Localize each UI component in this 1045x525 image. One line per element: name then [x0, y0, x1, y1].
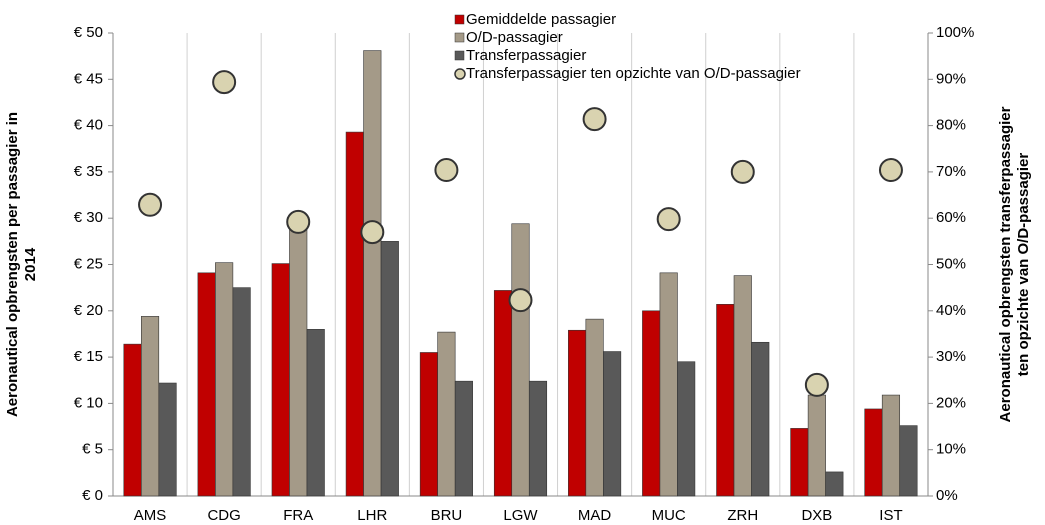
bar — [603, 351, 622, 497]
bar — [677, 361, 696, 497]
y2-tick-label: 60% — [936, 209, 966, 226]
point — [286, 209, 311, 234]
bar — [454, 380, 473, 497]
y-tick-label: € 40 — [74, 117, 103, 134]
y2-axis-title: Aeronautical opbrengsten transferpassagi… — [997, 106, 1032, 422]
legend-label: Transferpassagier ten opzichte van O/D-p… — [466, 65, 801, 82]
y-tick-label: € 15 — [74, 348, 103, 365]
y2-tick-label: 10% — [936, 441, 966, 458]
point — [804, 372, 829, 397]
bar — [528, 380, 548, 497]
x-tick-label: CDG — [207, 507, 240, 524]
x-tick-label: LHR — [357, 507, 387, 524]
y2-tick-label: 80% — [936, 117, 966, 134]
point — [730, 159, 755, 184]
point — [138, 192, 163, 217]
bar — [271, 263, 290, 497]
bar — [345, 131, 364, 497]
bar — [751, 341, 770, 497]
y2-tick-label: 40% — [936, 302, 966, 319]
legend-label: O/D-passagier — [466, 29, 563, 46]
bar — [123, 343, 142, 497]
y-tick-label: € 5 — [82, 441, 103, 458]
y2-tick-label: 0% — [936, 487, 958, 504]
y-tick-label: € 45 — [74, 70, 103, 87]
bar — [363, 50, 382, 497]
x-tick-label: MUC — [652, 507, 686, 524]
y-tick-label: € 20 — [74, 302, 103, 319]
y2-tick-label: 90% — [936, 70, 966, 87]
bar — [659, 272, 678, 497]
bar — [864, 408, 883, 497]
x-tick-label: LGW — [503, 507, 538, 524]
y2-tick-label: 70% — [936, 163, 966, 180]
y2-tick-label: 100% — [936, 24, 974, 41]
point — [656, 207, 681, 232]
y-tick-label: € 50 — [74, 24, 103, 41]
bar — [140, 316, 160, 497]
point — [434, 158, 459, 183]
x-tick-label: DXB — [801, 507, 832, 524]
legend-marker — [454, 68, 466, 80]
bar — [733, 275, 752, 497]
legend-label: Gemiddelde passagier — [466, 11, 616, 28]
bar — [807, 394, 826, 497]
y-tick-label: € 25 — [74, 255, 103, 272]
y2-tick-label: 20% — [936, 394, 966, 411]
bar — [511, 223, 530, 497]
bar — [158, 382, 177, 497]
bar — [493, 290, 513, 497]
bar — [232, 287, 251, 497]
bar — [899, 425, 918, 497]
point — [212, 70, 237, 95]
y-axis-title-line: 2014 — [22, 247, 39, 281]
bar — [306, 329, 325, 497]
point — [878, 158, 903, 183]
point — [508, 288, 533, 313]
bar — [197, 272, 216, 497]
x-tick-label: BRU — [431, 507, 463, 524]
point — [360, 220, 385, 245]
x-tick-label: IST — [879, 507, 902, 524]
y-axis-title-line: Aeronautical opbrengsten per passagier i… — [4, 112, 21, 417]
bar — [380, 241, 399, 497]
bar — [825, 471, 844, 497]
point — [582, 107, 607, 132]
x-tick-label: ZRH — [727, 507, 758, 524]
legend-marker — [454, 50, 465, 61]
bar — [289, 222, 308, 497]
y2-axis-title-line: ten opzichte van O/D-passagier — [1015, 153, 1032, 377]
legend-marker — [454, 14, 465, 25]
y-tick-label: € 10 — [74, 394, 103, 411]
y2-axis-title-line: Aeronautical opbrengsten transferpassagi… — [997, 106, 1014, 422]
x-tick-label: AMS — [134, 507, 167, 524]
bar — [585, 318, 604, 497]
bar — [642, 310, 661, 497]
x-tick-label: FRA — [283, 507, 313, 524]
y2-tick-label: 30% — [936, 348, 966, 365]
x-tick-label: MAD — [578, 507, 612, 524]
y-tick-label: € 35 — [74, 163, 103, 180]
y2-tick-label: 50% — [936, 255, 966, 272]
y-axis-title: Aeronautical opbrengsten per passagier i… — [4, 112, 39, 417]
bar — [419, 352, 438, 497]
y-tick-label: € 30 — [74, 209, 103, 226]
bar — [790, 428, 809, 497]
legend-marker — [454, 32, 465, 43]
y-tick-label: € 0 — [82, 487, 103, 504]
bar — [881, 394, 901, 497]
bar — [568, 329, 587, 497]
bar — [716, 304, 735, 497]
bar — [437, 331, 456, 497]
bar — [215, 262, 234, 497]
legend-label: Transferpassagier — [466, 47, 586, 64]
